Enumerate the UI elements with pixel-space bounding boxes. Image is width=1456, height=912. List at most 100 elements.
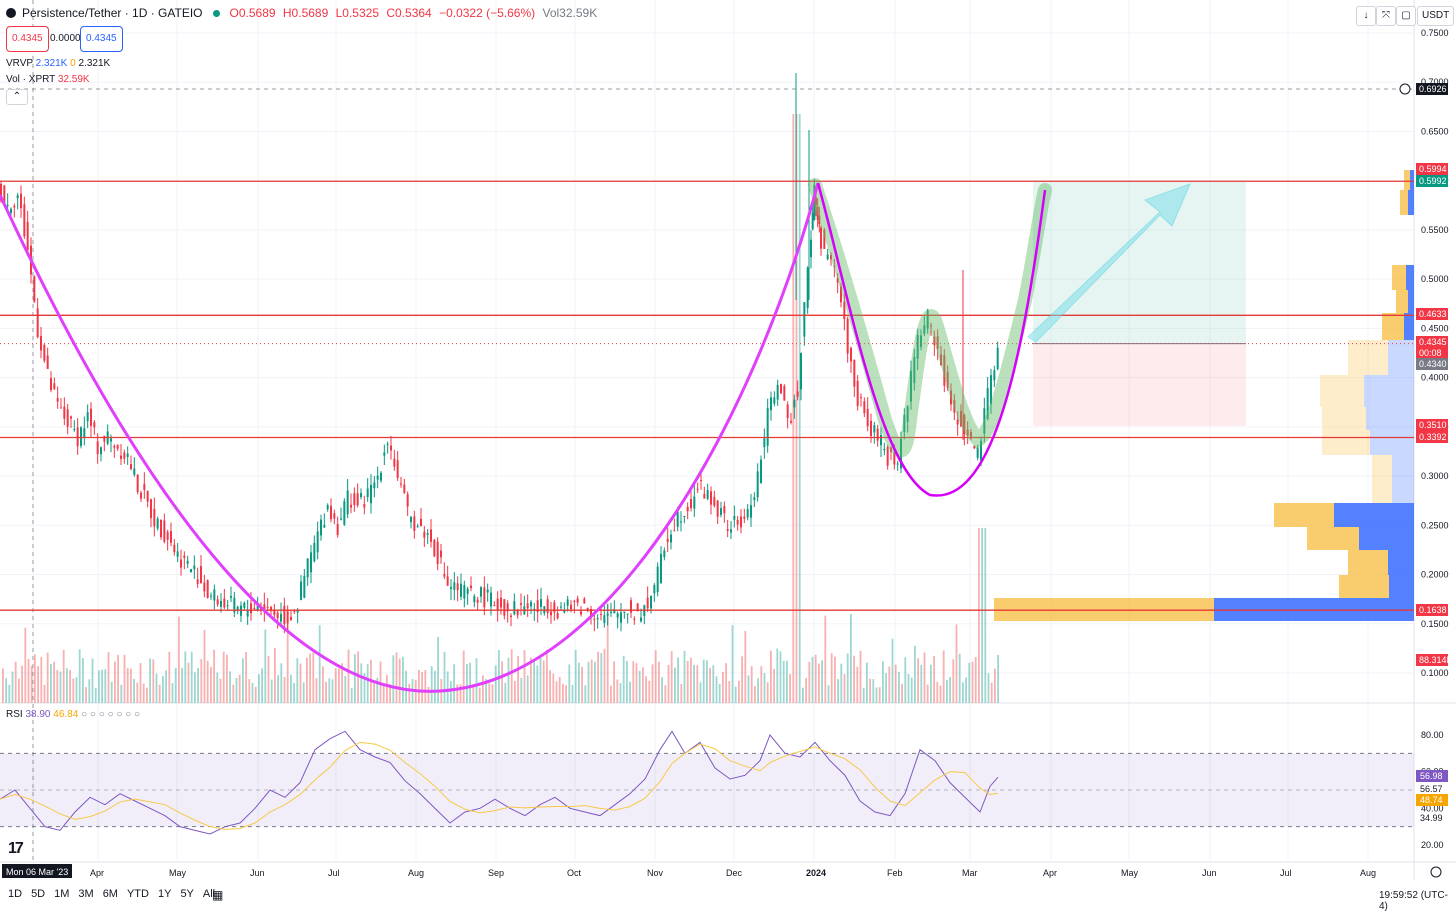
buy-price-button[interactable]: 0.4345: [80, 26, 123, 52]
price-badge-10: [1416, 654, 1448, 666]
rsi-line: [0, 730, 999, 835]
price-tick-1: 0.7000: [1421, 77, 1449, 87]
volume-bar: [690, 657, 692, 703]
candle-body: [823, 229, 826, 249]
candle-body: [990, 375, 992, 405]
candle-body: [860, 397, 862, 399]
time-label-2: May: [169, 868, 187, 878]
rsi-settings-icons[interactable]: ○ ○ ○ ○ ○ ○ ○: [81, 709, 141, 720]
volume-bar: [280, 663, 283, 703]
volume-bar: [302, 682, 305, 703]
volume-bar: [789, 674, 791, 703]
rsi-badge-2: [1416, 794, 1448, 806]
volume-bar: [174, 668, 177, 703]
quote-currency-button[interactable]: USDT: [1417, 6, 1455, 26]
volume-bar: [254, 686, 257, 703]
volume-bar: [395, 652, 398, 703]
rsi-label: RSI: [6, 709, 23, 720]
timeframe-1d[interactable]: 1D: [8, 888, 23, 900]
timeframe-1m[interactable]: 1M: [54, 888, 70, 900]
vrvp-orange-12: [1307, 527, 1359, 550]
candle-body: [113, 446, 116, 448]
volume-bar: [942, 650, 945, 703]
volume-bar: [811, 656, 814, 703]
candle-body: [703, 493, 706, 499]
candle-body: [73, 429, 76, 431]
volume-bar: [693, 664, 695, 703]
volume-bar: [674, 667, 676, 703]
collapse-icon[interactable]: ⤧: [1376, 6, 1396, 26]
timeframe-3m[interactable]: 3M: [78, 888, 94, 900]
candle-body: [696, 488, 699, 490]
volume-bar: [178, 616, 180, 703]
volume-bar: [574, 649, 577, 703]
volume-bar: [494, 665, 497, 703]
collapse-legend-button[interactable]: ⌃: [6, 89, 28, 105]
candle-body: [723, 505, 726, 514]
timeframe-1y[interactable]: 1Y: [157, 888, 172, 900]
candle-body: [926, 310, 929, 329]
volume-bar: [318, 625, 321, 703]
candle-body: [896, 463, 899, 465]
vrvp-blue-0: [1410, 170, 1414, 190]
timeframe-5y[interactable]: 5Y: [180, 888, 194, 900]
candle-body: [320, 519, 322, 536]
candle-body: [53, 383, 56, 389]
volume-bar: [181, 668, 183, 703]
candle-body: [790, 420, 792, 423]
candle-body: [883, 448, 886, 451]
arrow-down-icon[interactable]: ↓: [1356, 6, 1376, 26]
pattern-highlight: [808, 178, 1052, 458]
price-badge-8: [1416, 431, 1448, 443]
candle-body: [36, 308, 39, 337]
rsi-badge-text-3: 34.99: [1420, 813, 1443, 823]
timeframe-all[interactable]: All: [202, 888, 216, 900]
vrvp-legend[interactable]: VRVP 2.321K 0 2.321K: [6, 58, 110, 69]
volume-bar: [722, 671, 724, 703]
volume-bar: [971, 661, 974, 703]
candle-body: [640, 617, 642, 622]
volume-bar: [219, 678, 222, 703]
volume-bar: [123, 654, 126, 703]
time-label-1: Apr: [90, 868, 104, 878]
timeframe-6m[interactable]: 6M: [102, 888, 118, 900]
volume-bar: [94, 687, 97, 703]
rsi-legend[interactable]: RSI 38.90 46.84 ○ ○ ○ ○ ○ ○ ○: [6, 709, 140, 720]
candle-body: [660, 553, 662, 584]
volume-bar: [981, 528, 983, 703]
symbol-title[interactable]: Persistence/Tether · 1D · GATEIO: [22, 6, 203, 20]
volume-bar: [898, 671, 900, 703]
time-label-7: Oct: [567, 868, 582, 878]
vrvp-orange-15: [994, 598, 1214, 621]
volume-legend[interactable]: Vol · XPRT 32.59K: [6, 74, 90, 85]
time-label-14: May: [1121, 868, 1139, 878]
candle-body: [216, 599, 219, 605]
vrvp-blue-3: [1408, 290, 1414, 313]
sell-price-button[interactable]: 0.4345: [6, 26, 49, 52]
candle-body: [526, 603, 529, 609]
price-badge-9: [1416, 604, 1448, 616]
candle-body: [840, 286, 842, 303]
price-badge-6: [1416, 358, 1448, 370]
candle-body: [300, 581, 302, 600]
candle-body: [80, 427, 82, 446]
timeframe-5d[interactable]: 5D: [31, 888, 46, 900]
candle-body: [970, 432, 972, 439]
timeframe-ytd[interactable]: YTD: [126, 888, 149, 900]
volume-bar: [222, 651, 225, 703]
candle-body: [110, 438, 112, 442]
candle-body: [290, 616, 292, 621]
candle-body: [70, 416, 72, 419]
restore-icon[interactable]: ▢: [1396, 6, 1416, 26]
rsi-ma-value: 46.84: [53, 709, 79, 720]
volume-bar: [306, 657, 308, 703]
candle-body: [540, 599, 542, 607]
calendar-icon[interactable]: ▦: [212, 888, 224, 902]
volume-bar: [11, 671, 14, 703]
candle-body: [613, 609, 616, 614]
candle-body: [733, 515, 736, 520]
volume-bar: [46, 652, 49, 703]
candle-body: [93, 422, 96, 428]
candle-body: [446, 576, 449, 586]
